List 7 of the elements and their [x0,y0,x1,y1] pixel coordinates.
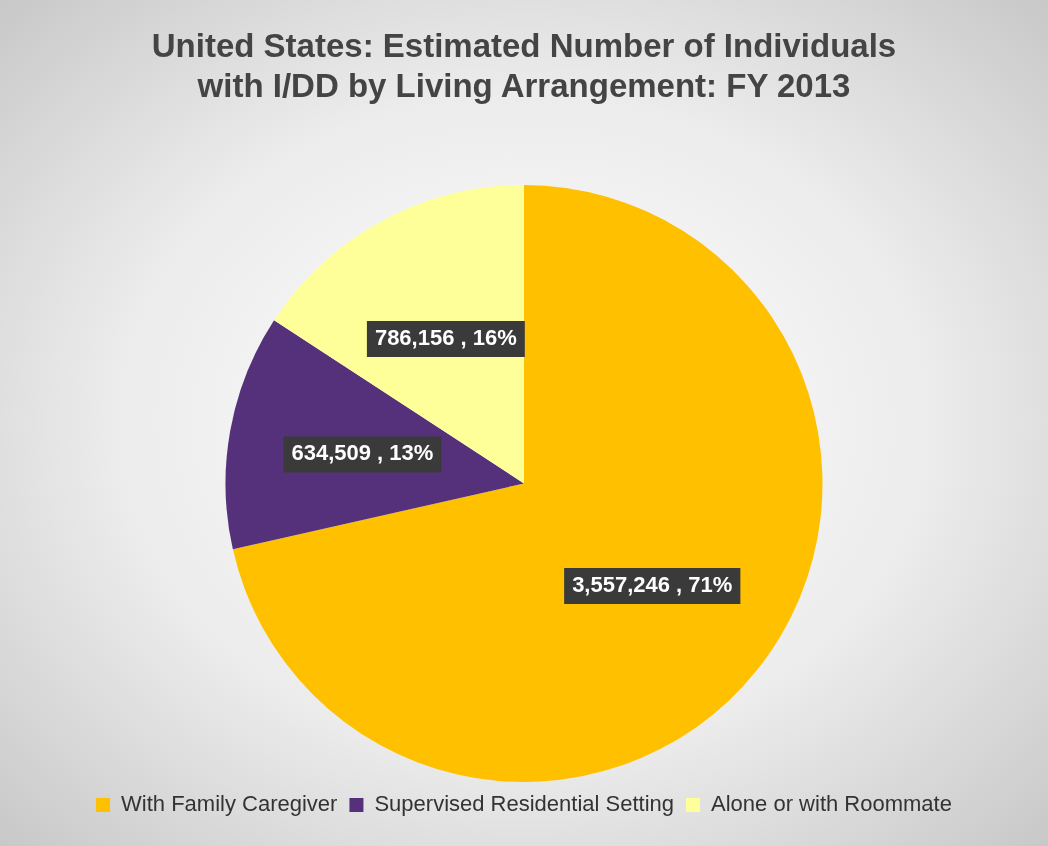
legend-label: With Family Caregiver [121,791,338,817]
legend-label: Supervised Residential Setting [374,791,675,817]
legend-label: Alone or with Roommate [711,791,952,817]
data-label: 3,557,246 , 71% [572,572,733,598]
data-label: 634,509 , 13% [291,440,434,466]
chart-title: United States: Estimated Number of Individuals with I/DD by Living Arrangement: FY 2013 [150,26,898,106]
data-label: 786,156 , 16% [374,325,517,351]
